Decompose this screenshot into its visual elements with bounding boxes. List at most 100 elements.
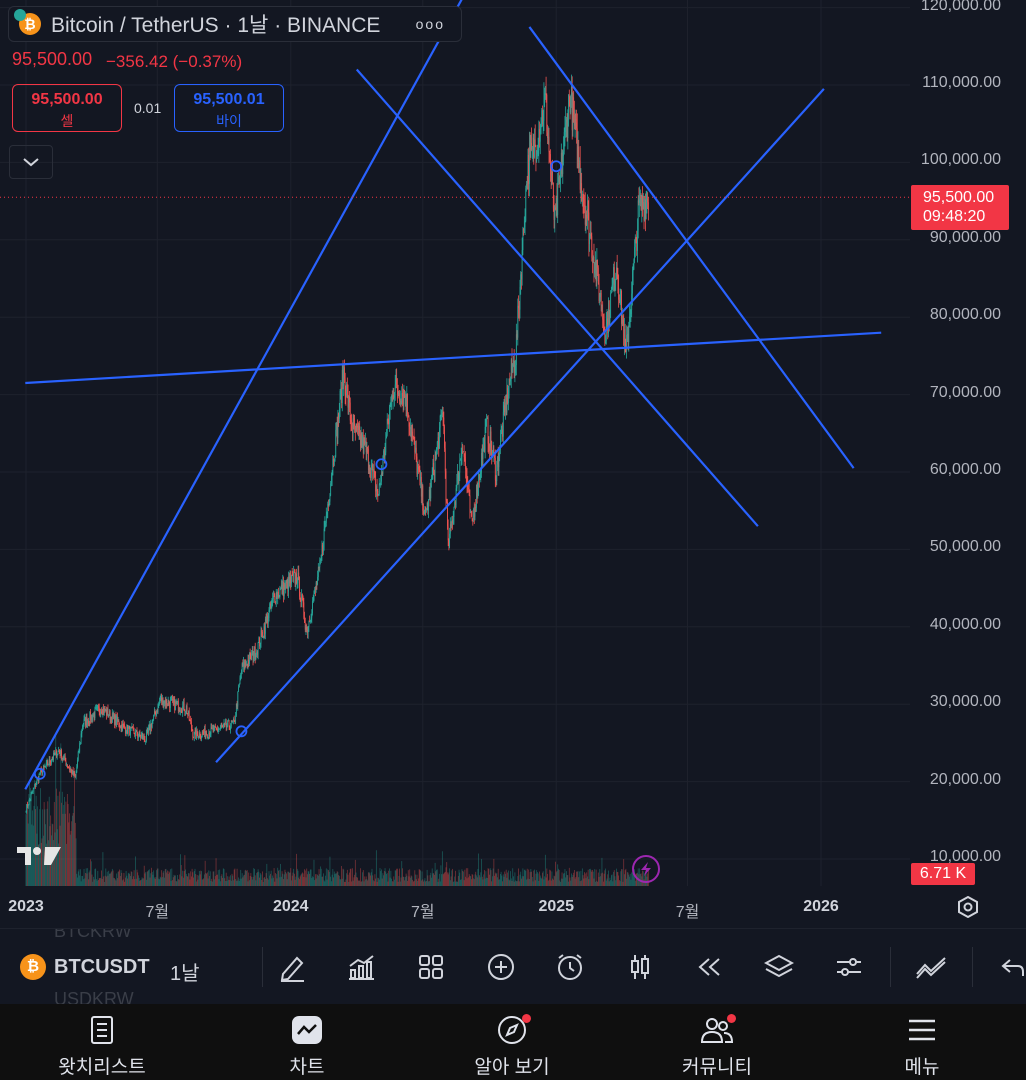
volume-bar <box>588 879 590 886</box>
candle-body <box>56 750 57 758</box>
volume-bar <box>190 871 192 886</box>
drawing-pen-icon[interactable] <box>276 951 308 983</box>
volume-bar <box>138 875 139 886</box>
more-icon[interactable]: ooo <box>415 16 445 32</box>
settings-sliders-icon[interactable] <box>833 951 865 983</box>
candle-body <box>557 182 559 216</box>
layers-icon[interactable] <box>763 951 795 983</box>
nav-community-label: 커뮤니티 <box>682 1057 752 1078</box>
volume-bar <box>367 872 369 886</box>
candle-body <box>492 449 494 454</box>
nav-watchlist[interactable]: 왓치리스트 <box>32 1014 172 1079</box>
candle-body <box>381 473 382 482</box>
symbol-header[interactable]: ₿ Bitcoin / TetherUS · 1날 · BINANCE ooo <box>8 6 462 42</box>
add-plus-icon[interactable] <box>485 951 517 983</box>
buy-button[interactable]: 95,500.01 바이 <box>174 84 284 132</box>
volume-bar <box>352 868 353 886</box>
candle-body <box>185 711 186 713</box>
candle-body <box>345 394 347 396</box>
undo-icon[interactable] <box>995 951 1026 983</box>
candle-body <box>90 714 92 721</box>
candle-body <box>560 152 562 169</box>
candle-body <box>120 724 122 728</box>
candle-body <box>186 706 188 714</box>
settings-hexagon-icon[interactable] <box>957 896 979 918</box>
volume-bar <box>132 876 134 886</box>
drawing-trend-icon[interactable] <box>915 951 947 983</box>
volume-bar <box>505 873 506 886</box>
volume-bar <box>70 830 72 886</box>
volume-bar <box>473 878 474 886</box>
alarm-clock-icon[interactable] <box>554 951 586 983</box>
interval-selector[interactable]: 1날 <box>170 963 200 985</box>
candle-body <box>404 390 406 397</box>
candle-body <box>238 687 239 692</box>
candle-body <box>237 691 239 707</box>
volume-bar <box>215 858 217 886</box>
candle-body <box>302 599 304 603</box>
lightning-icon[interactable] <box>632 855 660 883</box>
candle-body <box>177 700 179 703</box>
volume-bar <box>295 876 297 886</box>
price-tick-label: 40,000.00 <box>929 615 1001 633</box>
candle-body <box>223 723 225 726</box>
symbol-selector[interactable]: ₿ BTCUSDT <box>20 954 150 980</box>
volume-bar <box>296 853 297 886</box>
chart-area[interactable]: 120,000.00 110,000.00 100,000.00 90,000.00 8… <box>0 0 1026 928</box>
candle-body <box>346 384 348 390</box>
candle-body <box>233 718 235 721</box>
candle-body <box>637 230 638 251</box>
candle-body <box>58 750 60 752</box>
volume-bar <box>294 879 296 886</box>
volume-bar <box>356 877 358 886</box>
replay-rewind-icon[interactable] <box>693 951 725 983</box>
candle-body <box>567 119 569 139</box>
volume-bar <box>379 868 381 886</box>
volume-bar <box>235 879 237 886</box>
layout-grid-icon[interactable] <box>415 951 447 983</box>
candle-body <box>537 150 539 153</box>
collapse-button[interactable] <box>9 145 53 179</box>
candle-body <box>578 146 580 168</box>
volume-bar <box>183 871 185 886</box>
candle-body <box>415 447 417 457</box>
candle-body <box>147 730 149 732</box>
nav-menu[interactable]: 메뉴 <box>852 1014 992 1079</box>
time-tick-label: 2023 <box>8 898 44 915</box>
candle-body <box>477 488 479 497</box>
candle-body <box>132 727 134 730</box>
tradingview-logo[interactable] <box>15 843 63 867</box>
nav-explore[interactable]: 알아 보기 <box>442 1014 582 1079</box>
candles-style-icon[interactable] <box>624 951 656 983</box>
nav-community[interactable]: 커뮤니티 <box>647 1014 787 1079</box>
indicators-icon[interactable] <box>345 951 377 983</box>
volume-bar <box>628 874 630 886</box>
volume-bar <box>602 881 604 886</box>
volume-bar <box>85 873 86 886</box>
volume-bar <box>86 873 88 886</box>
volume-bar <box>53 840 54 886</box>
volume-bar <box>333 871 335 886</box>
volume-bar <box>95 868 97 886</box>
bar-countdown: 09:48:20 <box>923 208 986 225</box>
volume-bar <box>360 881 362 886</box>
candle-body <box>92 715 94 720</box>
volume-bar <box>375 878 377 886</box>
volume-bar <box>562 878 564 886</box>
candle-body <box>550 154 551 171</box>
price-chart[interactable] <box>0 0 1026 928</box>
nav-chart[interactable]: 차트 <box>237 1014 377 1079</box>
volume-bar <box>262 871 263 886</box>
volume-bar <box>386 874 387 886</box>
candle-body <box>430 479 432 499</box>
candle-body <box>420 476 422 497</box>
volume-bar <box>373 881 375 886</box>
candle-body <box>505 402 506 411</box>
candle-body <box>162 698 164 707</box>
volume-bar <box>47 801 49 886</box>
sell-button[interactable]: 95,500.00 셀 <box>12 84 122 132</box>
volume-bar <box>73 806 75 886</box>
candle-body <box>249 653 250 664</box>
candle-body <box>434 454 436 476</box>
candle-body <box>618 299 620 303</box>
